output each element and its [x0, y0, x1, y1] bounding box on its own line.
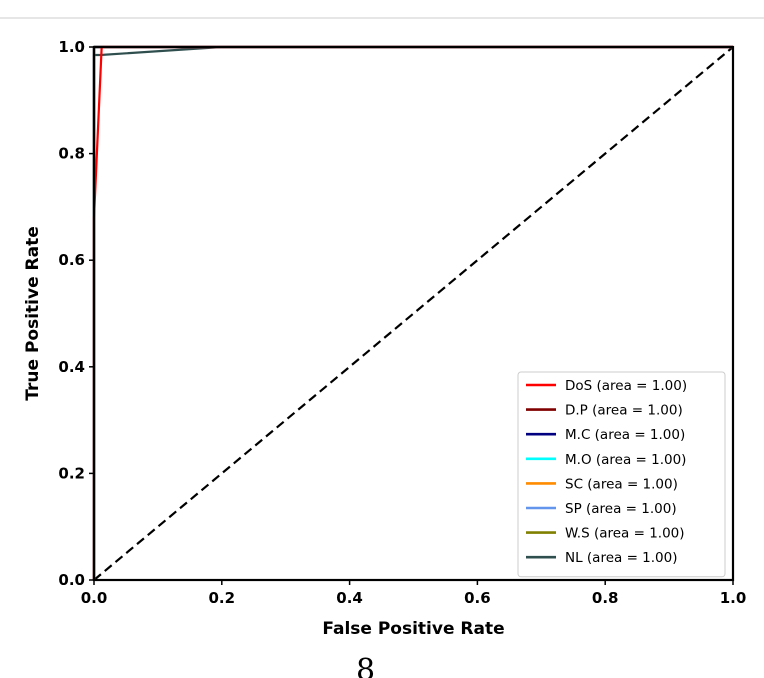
- y-tick-label: 0.0: [58, 571, 85, 589]
- y-tick-label: 0.4: [58, 358, 85, 376]
- legend-label: NL (area = 1.00): [565, 550, 678, 566]
- x-axis-label: False Positive Rate: [322, 619, 504, 639]
- plot-frame: [92, 45, 735, 582]
- legend-label: SP (area = 1.00): [565, 501, 677, 517]
- x-tick-label: 0.6: [464, 589, 491, 607]
- reference-diagonal-line: [93, 46, 734, 581]
- legend-label: D.P (area = 1.00): [565, 403, 683, 419]
- x-tick-label: 0.2: [209, 589, 236, 607]
- x-ticks: 0.0 0.2 0.4 0.6 0.8 1.0: [81, 580, 747, 607]
- legend-label: W.S (area = 1.00): [565, 526, 685, 542]
- top-divider: [0, 17, 764, 19]
- x-tick-label: 0.0: [81, 589, 108, 607]
- legend: DoS (area = 1.00) D.P (area = 1.00) M.C (a…: [517, 371, 726, 578]
- reference-layer: [93, 46, 734, 581]
- page-number: 8: [356, 653, 376, 678]
- legend-label: DoS (area = 1.00): [565, 378, 687, 394]
- x-tick-label: 0.4: [336, 589, 363, 607]
- y-tick-label: 0.2: [58, 464, 85, 482]
- legend-label: SC (area = 1.00): [565, 476, 678, 492]
- legend-items: DoS (area = 1.00) D.P (area = 1.00) M.C (a…: [526, 378, 687, 566]
- y-tick-label: 1.0: [58, 38, 85, 56]
- x-tick-label: 1.0: [720, 589, 747, 607]
- y-axis-label: True Positive Rate: [23, 226, 43, 400]
- legend-box: [517, 371, 726, 578]
- legend-label: M.O (area = 1.00): [565, 452, 686, 468]
- x-tick-label: 0.8: [592, 589, 619, 607]
- legend-label: M.C (area = 1.00): [565, 427, 685, 443]
- y-ticks: 0.0 0.2 0.4 0.6 0.8 1.0: [58, 38, 94, 589]
- y-tick-label: 0.6: [58, 251, 85, 269]
- y-tick-label: 0.8: [58, 145, 85, 163]
